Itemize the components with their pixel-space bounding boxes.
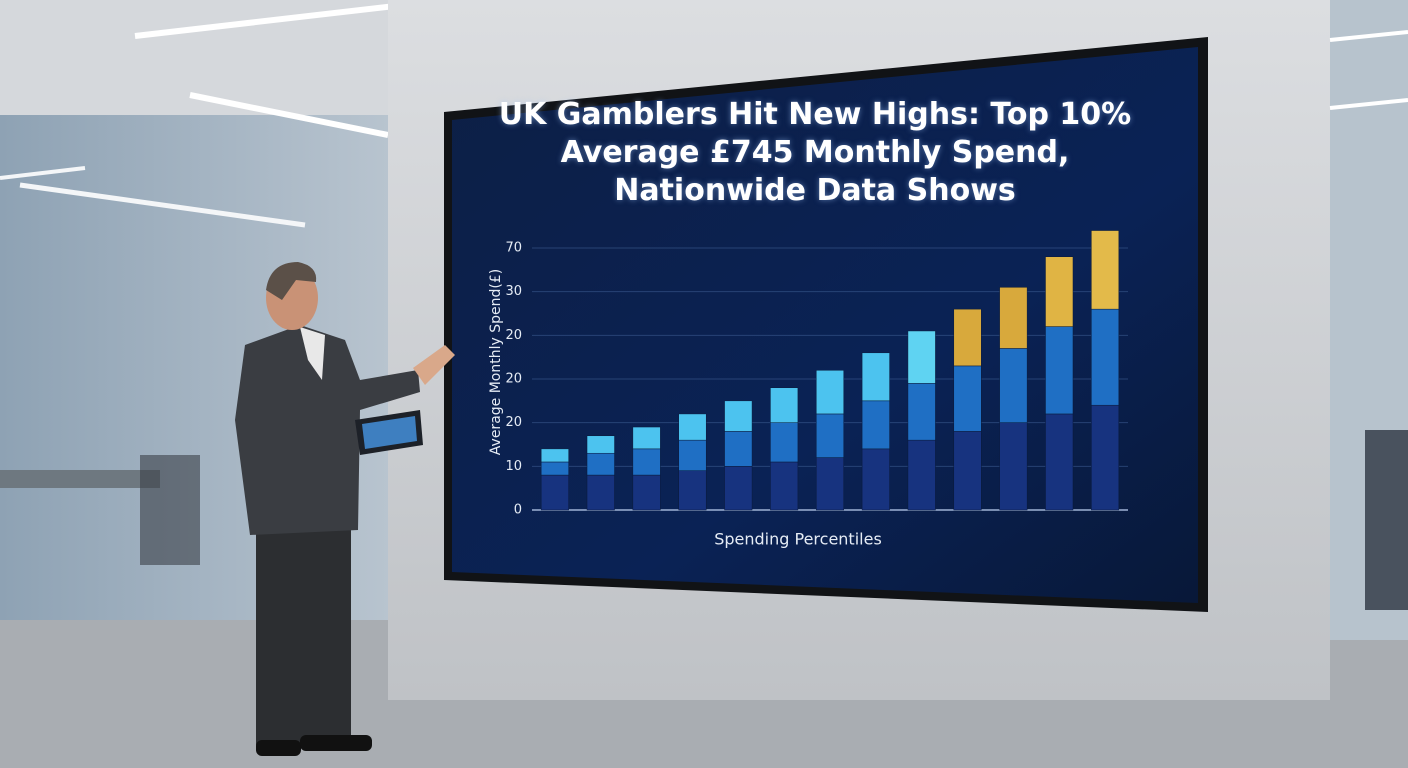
bar-segment xyxy=(815,457,845,511)
bar-segment xyxy=(861,448,890,511)
bar-segment xyxy=(1091,230,1120,310)
shoe xyxy=(300,735,372,751)
desk xyxy=(0,470,160,488)
bar-segment xyxy=(632,426,661,450)
bar-segment xyxy=(907,330,936,384)
bar-segment xyxy=(1045,256,1074,327)
bar-segment xyxy=(1045,326,1074,415)
bar-segment xyxy=(907,439,936,511)
bar-segment xyxy=(953,365,982,432)
bar-segment xyxy=(1045,413,1074,511)
bar-segment xyxy=(999,287,1028,349)
y-tick-label: 0 xyxy=(514,503,522,518)
bar-segment xyxy=(586,474,615,511)
tablet-screen xyxy=(362,416,417,449)
bar-segment xyxy=(632,474,661,511)
bar-segment xyxy=(632,448,661,476)
background-person xyxy=(1365,430,1408,610)
shoe xyxy=(256,740,301,756)
bar-segment xyxy=(861,400,890,450)
bar-segment xyxy=(1091,308,1120,406)
bar-segment xyxy=(724,431,753,467)
bar-segment xyxy=(770,422,799,463)
y-tick-label: 30 xyxy=(505,284,522,299)
bar-segment xyxy=(586,452,615,476)
bar-segment xyxy=(907,383,936,441)
chart-title: UK Gamblers Hit New Highs: Top 10% Avera… xyxy=(498,97,1132,208)
bar-segment xyxy=(953,308,982,367)
ceiling-light xyxy=(189,92,389,138)
bar-segment xyxy=(770,461,799,511)
ceiling-light xyxy=(1329,98,1408,110)
bar-segment xyxy=(953,431,982,511)
trousers xyxy=(256,530,351,745)
bar-segment xyxy=(861,352,890,402)
y-axis-label: Average Monthly Spend(£) xyxy=(488,269,504,455)
ceiling-light xyxy=(0,166,86,180)
office-chair xyxy=(140,455,200,565)
ceiling-light xyxy=(19,182,306,228)
jacket xyxy=(235,325,420,535)
bar-segment xyxy=(540,448,569,463)
y-tick-label: 70 xyxy=(505,241,522,256)
bar-segment xyxy=(999,348,1028,423)
ceiling-light xyxy=(134,0,431,39)
shirt xyxy=(300,327,325,380)
bar-segment xyxy=(1091,404,1120,511)
bar-segment xyxy=(999,422,1028,511)
hand xyxy=(413,345,455,385)
bar-segment xyxy=(586,435,615,454)
y-tick-label: 20 xyxy=(505,415,522,430)
bar-segment xyxy=(724,400,753,432)
x-axis-label: Spending Percentiles xyxy=(714,530,882,549)
bar-segment xyxy=(540,461,569,476)
ceiling xyxy=(0,0,390,120)
y-tick-label: 10 xyxy=(505,459,522,474)
bar-segment xyxy=(815,370,845,415)
bar-segment xyxy=(540,474,569,511)
presenter xyxy=(235,262,455,756)
bar-segment xyxy=(724,466,753,511)
y-tick-label: 20 xyxy=(505,328,522,343)
bar-segment xyxy=(678,413,707,441)
bar-segment xyxy=(678,439,707,471)
bar-segment xyxy=(678,470,707,511)
ceiling-light xyxy=(1329,30,1408,42)
y-tick-label: 20 xyxy=(505,372,522,387)
bar-segment xyxy=(815,413,845,458)
bar-segment xyxy=(770,387,799,423)
hair xyxy=(266,262,317,300)
